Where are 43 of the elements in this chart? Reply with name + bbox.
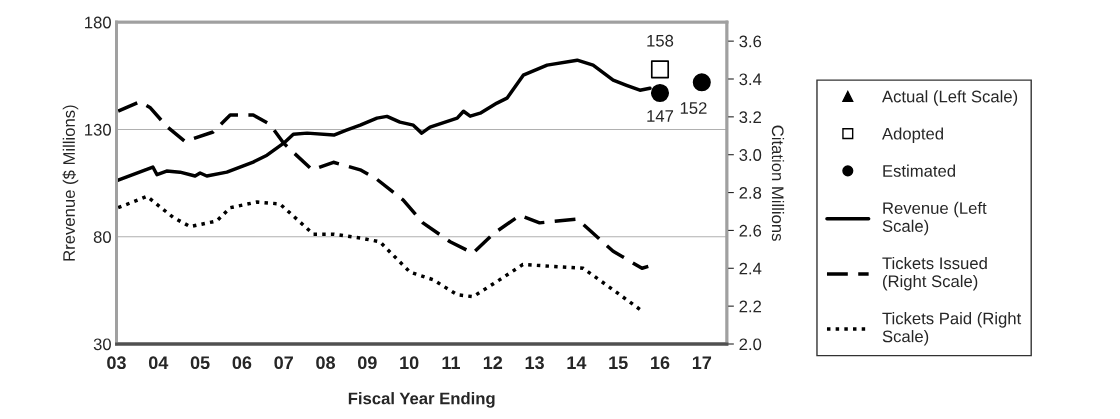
x-tick-label: 10	[400, 356, 419, 370]
point	[650, 60, 670, 79]
y-tick-label: 130	[85, 123, 111, 136]
x-tick-label: 04	[148, 356, 169, 370]
y2-tick-label: 2.2	[739, 300, 762, 313]
y2-tick-label: 2.6	[739, 224, 762, 237]
x-tick-label: 13	[525, 356, 544, 370]
x-tick-label: 09	[358, 356, 377, 370]
legend-label: Revenue (Left Scale)	[882, 201, 987, 236]
x-tick-label: 16	[651, 356, 670, 370]
y-axis-title: Rrevenue ($ Millions)	[62, 105, 79, 261]
point	[692, 73, 711, 92]
x-tick-label: 05	[190, 356, 210, 370]
x-tick-label: 11	[442, 356, 460, 369]
x-tick-label: 12	[483, 356, 503, 369]
legend-label: Tickets Issued (Right Scale)	[882, 256, 987, 291]
y2-tick-label: 3.2	[739, 111, 762, 124]
x-tick-label: 15	[609, 356, 628, 370]
y2-axis-title: Citation Millions	[771, 125, 785, 241]
y2-tick-label: 2.0	[739, 338, 762, 351]
legend-label: Actual (Left Scale)	[882, 90, 1018, 106]
legend-label: Estimated	[883, 164, 955, 177]
y2-tick-label: 2.4	[739, 262, 762, 275]
x-tick-label: 14	[567, 356, 587, 369]
y2-tick-label: 3.0	[739, 149, 762, 161]
y-tick-label: 80	[93, 231, 111, 243]
x-tick-label: 08	[316, 356, 336, 370]
data-label: 147	[647, 110, 674, 122]
point	[650, 83, 670, 103]
y2-tick-label: 2.8	[739, 186, 762, 199]
legend-label: Tickets Paid (Right Scale)	[882, 312, 1022, 346]
data-label: 158	[647, 34, 674, 47]
x-tick-label: 06	[232, 356, 252, 370]
x-tick-label: 17	[692, 356, 712, 369]
y-tick-label: 30	[93, 338, 111, 351]
x-tick-label: 07	[274, 356, 293, 370]
data-label: 152	[680, 102, 707, 114]
y2-tick-label: 3.6	[739, 35, 762, 48]
x-axis-title: Fiscal Year Ending	[348, 392, 495, 408]
y2-tick-label: 3.4	[739, 73, 762, 86]
y-tick-label: 180	[85, 16, 111, 29]
x-tick-label: 03	[107, 356, 126, 370]
legend-label: Adopted	[882, 127, 943, 143]
